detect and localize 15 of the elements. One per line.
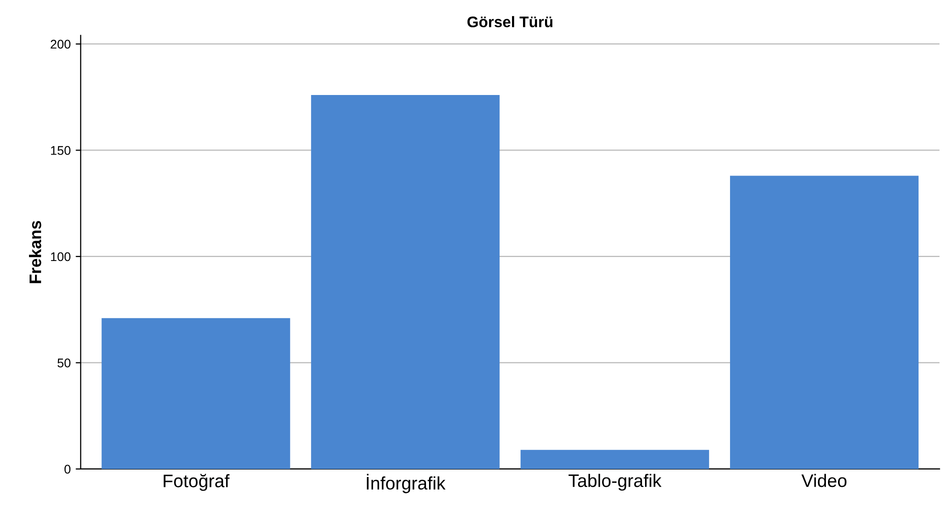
x-tick-label: Fotoğraf xyxy=(164,474,230,491)
bar xyxy=(730,176,919,469)
x-tick-label: İnforgrafik xyxy=(366,474,446,494)
bar xyxy=(102,318,290,469)
y-tick-label: 100 xyxy=(51,252,70,262)
x-tick-label: Video xyxy=(801,474,846,488)
y-tick-label: 0 xyxy=(64,464,70,474)
x-tick-label: Tablo-grafik xyxy=(568,474,662,491)
y-tick-label: 150 xyxy=(51,146,70,155)
bar xyxy=(520,450,710,469)
y-axis-title: Frekans xyxy=(28,220,42,284)
y-tick-label: 50 xyxy=(58,358,70,368)
chart-title: Görsel Türü xyxy=(467,16,552,28)
y-tick-label: 200 xyxy=(50,40,70,49)
bar xyxy=(311,94,500,469)
